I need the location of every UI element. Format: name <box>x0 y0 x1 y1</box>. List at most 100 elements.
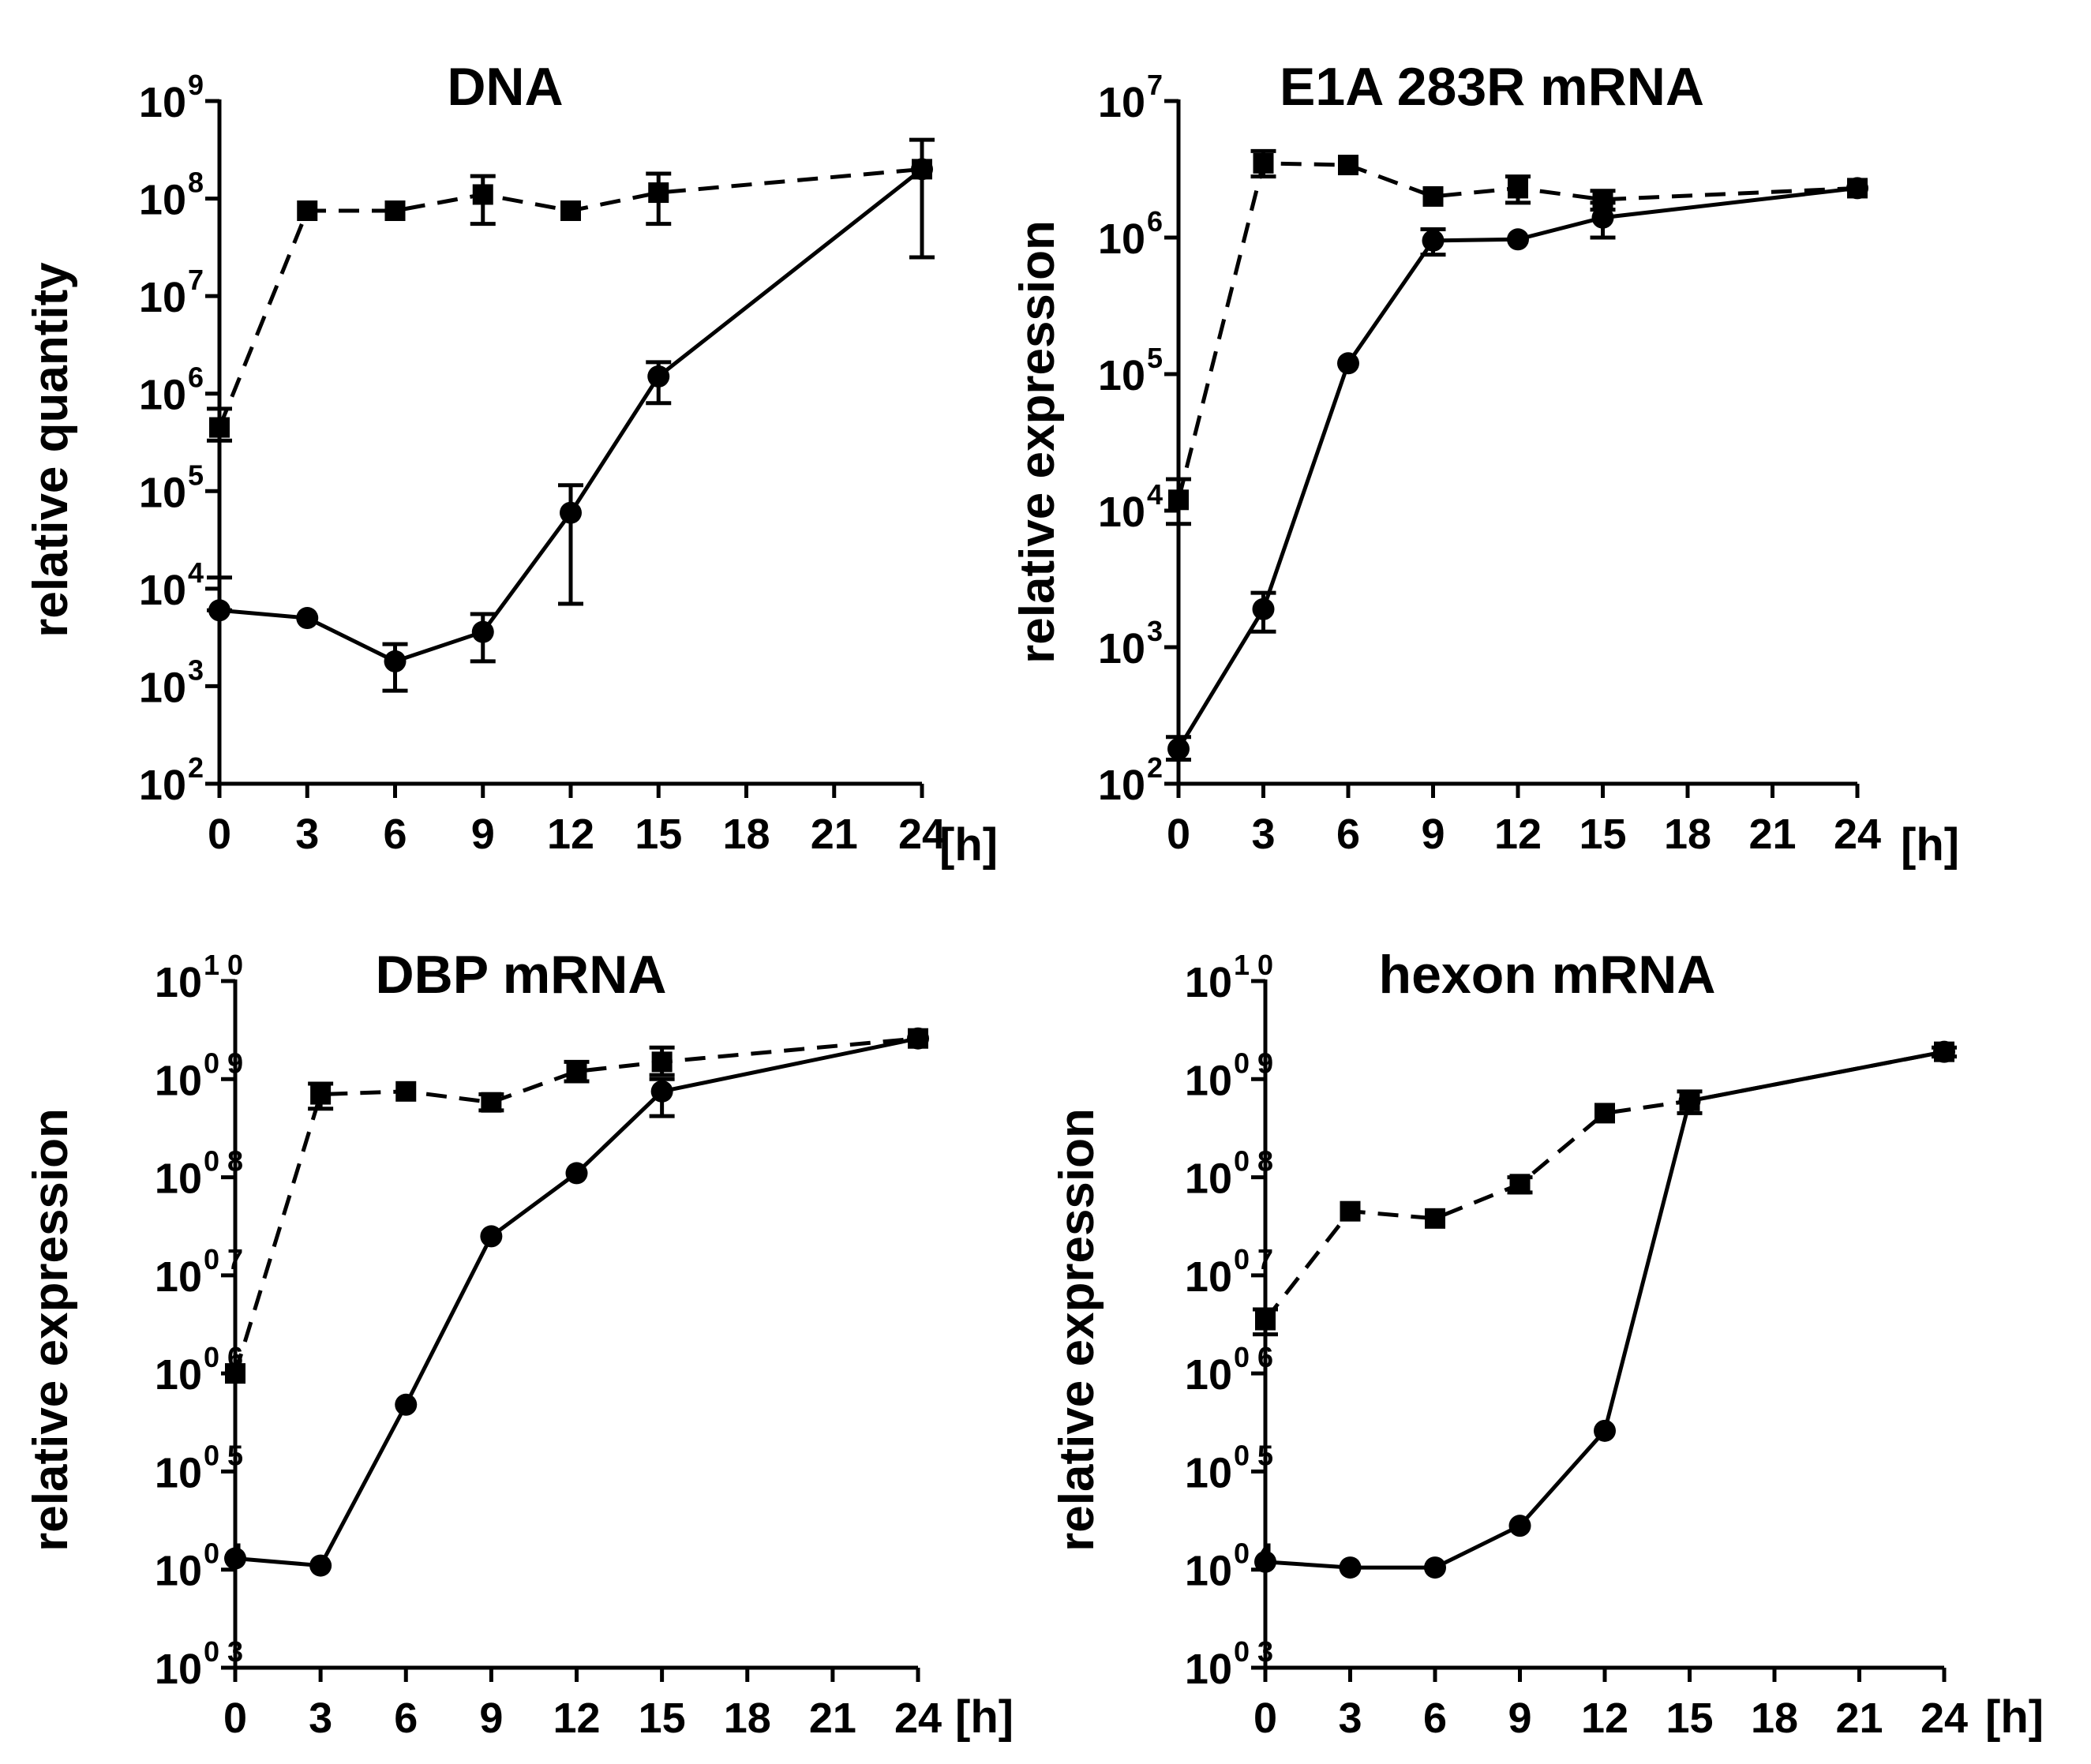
panel-title: DBP mRNA <box>375 945 666 1005</box>
data-point-circle <box>1424 1556 1446 1579</box>
data-point-circle <box>647 365 670 388</box>
y-tick-exponent: 3 <box>188 654 204 686</box>
y-tick-label: 10 <box>1185 1057 1232 1104</box>
x-tick-label: 21 <box>809 1695 856 1742</box>
y-tick-label: 10 <box>155 1155 202 1203</box>
y-tick-label: 10 <box>1185 1548 1232 1595</box>
x-tick-label: 21 <box>1835 1695 1883 1742</box>
data-point-circle <box>1422 229 1445 252</box>
data-point-square <box>1508 178 1528 199</box>
data-point-square <box>1340 1200 1361 1222</box>
dashed-series-line <box>1264 1050 1945 1322</box>
panel-title: hexon mRNA <box>1379 945 1716 1005</box>
data-point-circle <box>208 599 230 622</box>
x-tick-label: 15 <box>1579 811 1626 858</box>
data-point-circle <box>309 1554 332 1577</box>
data-point-square <box>384 200 406 222</box>
data-point-square <box>310 1084 332 1105</box>
y-tick-label: 10 <box>1098 489 1145 536</box>
data-point-circle <box>565 1162 588 1185</box>
y-tick-label: 10 <box>139 274 186 321</box>
x-tick-label: 18 <box>1664 811 1711 858</box>
x-tick-label: 6 <box>383 811 407 858</box>
y-tick-exponent: 2 <box>1147 751 1163 784</box>
data-point-circle <box>1339 1556 1362 1579</box>
x-tick-label: 12 <box>547 811 594 858</box>
y-tick-label: 10 <box>1185 1646 1232 1693</box>
data-point-square <box>472 184 493 205</box>
data-point-square <box>560 200 581 222</box>
data-point-square <box>481 1092 502 1113</box>
x-tick-label: 15 <box>1666 1695 1713 1742</box>
x-tick-label: 21 <box>811 811 858 858</box>
y-tick-label: 10 <box>139 664 186 711</box>
x-axis-unit: [h] <box>1985 1691 2044 1743</box>
y-tick-exponent: 5 <box>1147 342 1163 374</box>
x-axis-unit: [h] <box>955 1691 1014 1743</box>
x-tick-label: 0 <box>208 811 231 858</box>
y-tick-exponent: 7 <box>1147 69 1163 101</box>
data-point-circle <box>384 650 407 672</box>
y-tick-exponent: 0 7 <box>1234 1243 1273 1275</box>
data-point-circle <box>1254 1550 1276 1573</box>
y-tick-label: 10 <box>1185 959 1232 1006</box>
x-tick-label: 21 <box>1748 811 1796 858</box>
x-tick-label: 9 <box>1508 1695 1531 1742</box>
panel-e1a-283r-mrna: E1A 283R mRNA relative expression [h] 10… <box>1010 57 1959 871</box>
y-tick-label: 10 <box>1185 1253 1232 1301</box>
x-tick-label: 24 <box>898 811 946 858</box>
x-tick-label: 12 <box>1494 811 1542 858</box>
data-point-square <box>1509 1174 1531 1195</box>
y-tick-label: 10 <box>155 1253 202 1301</box>
data-point-circle <box>1508 1515 1531 1537</box>
y-tick-exponent: 1 0 <box>1234 949 1273 981</box>
x-tick-label: 3 <box>1251 811 1275 858</box>
panel-title: DNA <box>447 57 563 117</box>
y-tick-label: 10 <box>139 79 186 126</box>
y-tick-label: 10 <box>1185 1449 1232 1496</box>
data-point-circle <box>395 1393 418 1416</box>
y-tick-exponent: 0 6 <box>1234 1341 1273 1373</box>
solid-series-line <box>1176 185 1858 751</box>
x-tick-label: 9 <box>479 1695 503 1742</box>
data-point-square <box>1425 1208 1445 1229</box>
x-tick-label: 12 <box>553 1695 600 1742</box>
panel-dbp-mrna: DBP mRNA relative expression [h] 10 0 310… <box>24 945 1014 1743</box>
data-point-square <box>395 1080 417 1102</box>
y-tick-exponent: 0 5 <box>204 1439 243 1471</box>
data-point-circle <box>560 501 582 524</box>
data-point-circle <box>1678 1089 1701 1112</box>
x-tick-label: 12 <box>1581 1695 1628 1742</box>
y-tick-exponent: 0 8 <box>1234 1145 1273 1178</box>
x-tick-label: 0 <box>1253 1695 1277 1742</box>
data-point-circle <box>224 1547 246 1570</box>
x-tick-label: 0 <box>1167 811 1190 858</box>
y-tick-exponent: 3 <box>1147 615 1163 647</box>
y-tick-label: 10 <box>1185 1155 1232 1203</box>
data-point-circle <box>911 158 933 181</box>
y-tick-label: 10 <box>1098 625 1145 672</box>
y-tick-exponent: 0 3 <box>1234 1635 1273 1668</box>
y-tick-label: 10 <box>1098 762 1145 809</box>
y-tick-label: 10 <box>155 959 202 1006</box>
data-point-circle <box>1337 352 1359 375</box>
data-point-square <box>651 1051 673 1073</box>
y-tick-exponent: 1 0 <box>204 949 243 981</box>
y-tick-label: 10 <box>155 1646 202 1693</box>
y-tick-exponent: 9 <box>188 69 204 101</box>
x-tick-label: 24 <box>894 1695 942 1742</box>
y-tick-exponent: 2 <box>188 751 204 784</box>
y-tick-exponent: 6 <box>188 361 204 394</box>
y-tick-label: 10 <box>139 469 186 516</box>
x-tick-label: 24 <box>1920 1695 1968 1742</box>
y-tick-exponent: 0 5 <box>1234 1439 1273 1471</box>
x-tick-label: 9 <box>471 811 495 858</box>
data-point-square <box>1168 489 1189 511</box>
y-tick-exponent: 0 9 <box>204 1047 243 1079</box>
solid-series-line <box>1265 1050 1945 1570</box>
y-tick-exponent: 7 <box>188 264 204 296</box>
dashed-series-line <box>233 1036 919 1374</box>
y-tick-label: 10 <box>139 177 186 224</box>
